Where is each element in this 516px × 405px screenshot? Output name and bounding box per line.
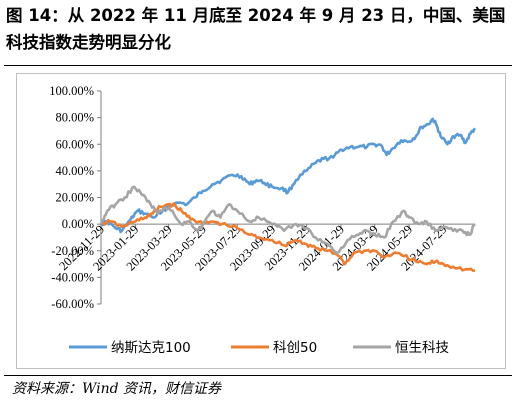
chart-frame: -60.00% -40.00% -20.00% 0.00% 20.00% 40.00% 60… [16, 73, 506, 369]
y-tick-label: 100.00% [49, 84, 94, 98]
line-chart: -60.00% -40.00% -20.00% 0.00% 20.00% 40.00% 60… [49, 84, 477, 356]
y-tick-label: 60.00% [55, 137, 94, 151]
y-tick-label: 20.00% [55, 191, 94, 205]
y-tick-label: 0.00% [62, 217, 94, 231]
y-tick-label: -40.00% [51, 270, 94, 284]
chart-axes: -60.00% -40.00% -20.00% 0.00% 20.00% 40.00% 60… [49, 84, 475, 311]
legend-label-2: 科创50 [273, 340, 317, 356]
y-tick-label: 40.00% [55, 164, 94, 178]
y-tick-label: -20.00% [51, 244, 94, 258]
legend-label-1: 纳斯达克100 [111, 340, 191, 356]
chart-legend: 纳斯达克100 科创50 恒生科技 [69, 340, 449, 356]
title-divider [4, 65, 512, 66]
figure-title: 图 14：从 2022 年 11 月底至 2024 年 9 月 23 日，中国、… [6, 6, 506, 52]
y-tick-label: 80.00% [55, 111, 94, 125]
y-tick-label: -60.00% [51, 297, 94, 311]
series-line-2 [100, 202, 476, 272]
series-line-1 [100, 117, 477, 234]
chart-series [99, 117, 477, 272]
source-note: 资料来源：Wind 资讯，财信证券 [12, 381, 222, 397]
source-divider [4, 375, 512, 376]
series-line-3 [99, 185, 476, 255]
legend-label-3: 恒生科技 [395, 340, 449, 356]
